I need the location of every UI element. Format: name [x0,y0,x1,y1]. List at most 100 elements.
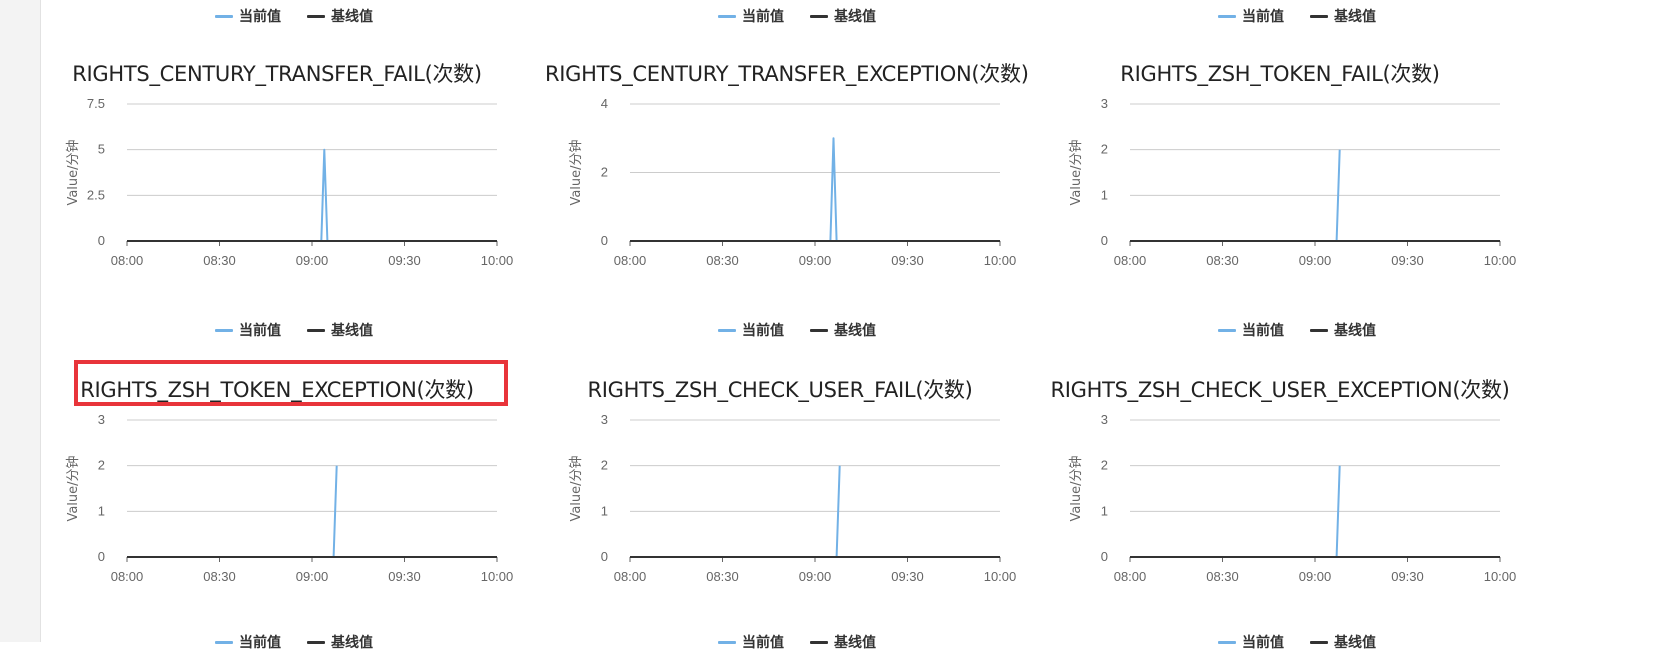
legend-item-baseline[interactable]: 基线值 [810,6,876,26]
legend-label-current: 当前值 [1242,322,1284,338]
legend-item-baseline[interactable]: 基线值 [307,6,373,26]
x-tick-label: 09:30 [388,569,421,584]
y-tick-label: 0 [601,549,608,564]
chart-title: RIGHTS_CENTURY_TRANSFER_EXCEPTION(次数) [545,62,1029,86]
x-tick-label: 08:30 [706,569,739,584]
chart-svg: 3 2 1 0 08:00 08:30 09:00 09:30 10:00 Value/分钟 [568,412,1017,584]
legend-label-baseline: 基线值 [331,8,373,24]
legend-item-current[interactable]: 当前值 [215,320,281,340]
x-tick-label: 10:00 [1484,569,1517,584]
chart-svg: 3 2 1 0 08:00 08:30 09:00 09:30 10:00 Value/分钟 [65,412,514,584]
legend-label-baseline: 基线值 [1334,322,1376,338]
chart-svg: 3 2 1 0 08:00 08:30 09:00 09:30 10:00 Value/分钟 [1068,96,1517,268]
x-tick-label: 08:00 [614,569,647,584]
y-tick-label: 3 [601,412,608,427]
legend-item-current[interactable]: 当前值 [215,6,281,26]
x-tick-label: 10:00 [984,569,1017,584]
legend-mid-1: 当前值 基线值 [215,320,373,340]
x-tick-label: 09:30 [891,569,924,584]
chart-panel-3: RIGHTS_ZSH_TOKEN_FAIL(次数) 3 2 1 0 08:00 08:30… [1045,0,1516,268]
chart-title: RIGHTS_ZSH_TOKEN_FAIL(次数) [1120,62,1440,86]
x-tick-label: 09:00 [1299,253,1332,268]
legend-top-2: 当前值 基线值 [718,6,876,26]
legend-label-current: 当前值 [239,322,281,338]
chart-panel-2: RIGHTS_CENTURY_TRANSFER_EXCEPTION(次数) 4 2… [545,0,1029,268]
legend-label-current: 当前值 [239,634,281,650]
chart-title: RIGHTS_ZSH_TOKEN_EXCEPTION(次数) [80,378,474,402]
y-tick-label: 3 [98,412,105,427]
x-tick-label: 09:00 [799,569,832,584]
y-tick-label: 2 [1101,458,1108,473]
x-tick-label: 10:00 [481,253,514,268]
x-tick-label: 09:30 [891,253,924,268]
series-line-current [630,137,1000,242]
legend-top-1: 当前值 基线值 [215,6,373,26]
legend-item-baseline[interactable]: 基线值 [1310,632,1376,652]
x-tick-label: 09:30 [1391,569,1424,584]
legend-label-current: 当前值 [742,322,784,338]
legend-label-current: 当前值 [742,634,784,650]
legend-item-current[interactable]: 当前值 [1218,6,1284,26]
legend-item-current[interactable]: 当前值 [718,6,784,26]
y-tick-label: 2 [601,165,608,180]
y-axis-label: Value/分钟 [65,455,81,521]
y-tick-label: 1 [1101,503,1108,518]
y-tick-label: 1 [601,503,608,518]
y-tick-label: 0 [1101,233,1108,248]
y-tick-label: 2.5 [87,187,105,202]
x-tick-label: 08:30 [203,569,236,584]
y-tick-label: 0 [1101,549,1108,564]
y-tick-label: 4 [601,96,608,111]
y-tick-label: 1 [98,503,105,518]
y-tick-label: 5 [98,142,105,157]
legend-item-baseline[interactable]: 基线值 [307,320,373,340]
chart-title: RIGHTS_ZSH_CHECK_USER_EXCEPTION(次数) [1050,378,1510,402]
left-sidebar-rail [0,0,41,642]
x-tick-label: 08:00 [614,253,647,268]
y-tick-label: 2 [601,458,608,473]
x-tick-label: 08:30 [1206,253,1239,268]
chart-svg: 3 2 1 0 08:00 08:30 09:00 09:30 10:00 Value/分钟 [1068,412,1517,584]
legend-label-baseline: 基线值 [1334,634,1376,650]
legend-label-baseline: 基线值 [834,634,876,650]
legend-label-baseline: 基线值 [331,322,373,338]
legend-mid-2: 当前值 基线值 [718,320,876,340]
legend-item-current[interactable]: 当前值 [1218,320,1284,340]
x-tick-label: 08:00 [111,569,144,584]
x-tick-label: 09:00 [296,253,329,268]
legend-item-current[interactable]: 当前值 [1218,632,1284,652]
legend-item-baseline[interactable]: 基线值 [810,632,876,652]
y-axis-label: Value/分钟 [65,139,81,205]
legend-bottom-1: 当前值 基线值 [215,632,373,652]
legend-item-current[interactable]: 当前值 [215,632,281,652]
x-tick-label: 08:30 [706,253,739,268]
y-tick-label: 0 [98,549,105,564]
y-axis-label: Value/分钟 [1068,455,1084,521]
y-tick-label: 3 [1101,412,1108,427]
x-tick-label: 08:30 [1206,569,1239,584]
chart-panel-1: RIGHTS_CENTURY_TRANSFER_FAIL(次数) 7.5 5 2.5… [42,0,513,268]
legend-label-baseline: 基线值 [834,8,876,24]
y-axis-label: Value/分钟 [568,455,584,521]
legend-label-current: 当前值 [1242,8,1284,24]
legend-top-3: 当前值 基线值 [1218,6,1376,26]
y-tick-label: 1 [1101,187,1108,202]
legend-label-current: 当前值 [239,8,281,24]
legend-item-current[interactable]: 当前值 [718,320,784,340]
legend-item-baseline[interactable]: 基线值 [307,632,373,652]
legend-item-baseline[interactable]: 基线值 [810,320,876,340]
legend-label-current: 当前值 [742,8,784,24]
legend-label-current: 当前值 [1242,634,1284,650]
chart-panel-5: RIGHTS_ZSH_CHECK_USER_FAIL(次数) 3 2 1 0 08:00… [545,316,1016,584]
y-axis-label: Value/分钟 [568,139,584,205]
x-tick-label: 08:00 [1114,253,1147,268]
legend-item-baseline[interactable]: 基线值 [1310,320,1376,340]
legend-item-current[interactable]: 当前值 [718,632,784,652]
chart-svg: 4 2 0 08:00 08:30 09:00 09:30 10:00 Value/分钟 [568,96,1016,268]
x-tick-label: 10:00 [481,569,514,584]
y-tick-label: 2 [98,458,105,473]
legend-item-baseline[interactable]: 基线值 [1310,6,1376,26]
x-tick-label: 08:30 [203,253,236,268]
x-tick-label: 10:00 [1484,253,1517,268]
